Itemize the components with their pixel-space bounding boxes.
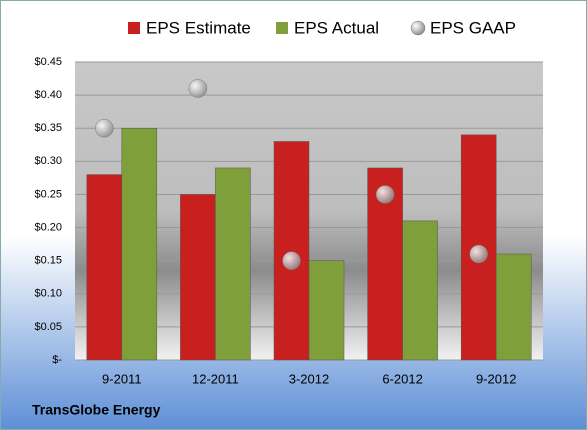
bar	[495, 253, 532, 361]
x-tick-label: 9-2011	[102, 371, 142, 386]
legend-marker	[276, 22, 288, 34]
y-tick-label: $0.20	[34, 221, 62, 233]
footer: TransGlobe Energy	[32, 402, 161, 418]
gaap-marker	[282, 251, 301, 270]
legend-marker	[128, 22, 140, 34]
y-tick-label: $0.40	[34, 89, 62, 101]
y-tick-label: $-	[52, 354, 62, 366]
legend-marker	[410, 20, 426, 36]
bar	[180, 194, 216, 361]
gaap-marker	[95, 118, 114, 138]
x-tick-label: 3-2012	[289, 371, 329, 386]
bar	[86, 174, 123, 361]
gaap-marker	[188, 79, 208, 98]
y-tick-label: $0.15	[34, 255, 62, 267]
x-tick-label: 6-2012	[382, 371, 422, 386]
legend-label: EPS GAAP	[430, 18, 516, 37]
legend-label: EPS Estimate	[146, 18, 251, 37]
x-tick-label: 9-2012	[476, 371, 516, 386]
y-tick-label: $0.35	[34, 122, 62, 134]
bar	[215, 167, 251, 361]
y-tick-label: $0.05	[34, 321, 62, 333]
y-tick-label: $0.10	[34, 288, 62, 300]
bar	[308, 260, 345, 361]
gaap-marker	[469, 244, 488, 264]
gaap-marker	[375, 185, 395, 204]
bar	[121, 127, 158, 361]
legend-label: EPS Actual	[294, 18, 379, 37]
bar	[402, 220, 438, 361]
bar	[273, 141, 310, 361]
x-tick-label: 12-2011	[192, 371, 239, 386]
y-tick-label: $0.30	[34, 155, 62, 167]
y-tick-label: $0.45	[34, 56, 62, 68]
y-tick-label: $0.25	[34, 188, 62, 200]
